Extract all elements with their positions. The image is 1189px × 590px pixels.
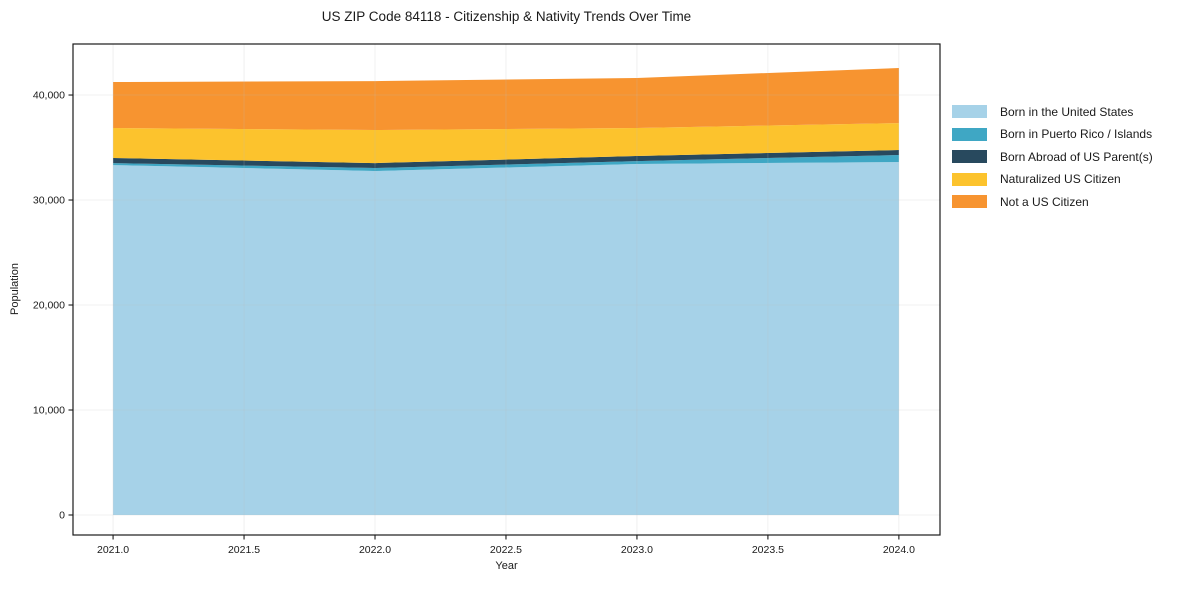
gridlines [73, 44, 940, 535]
legend: Born in the United States Born in Puerto … [952, 104, 1153, 209]
y-tick-label: 30,000 [33, 195, 65, 207]
x-tick-label: 2023.0 [621, 544, 653, 556]
x-tick-label: 2021.5 [228, 544, 260, 556]
legend-swatch-icon [952, 127, 987, 141]
legend-item-naturalized-us-citizen: Naturalized US Citizen [952, 172, 1153, 186]
y-tick-label: 20,000 [33, 300, 65, 312]
x-tick-label: 2021.0 [97, 544, 129, 556]
legend-label: Born in Puerto Rico / Islands [1000, 127, 1153, 141]
x-tick-label: 2022.5 [490, 544, 522, 556]
x-axis-label: Year [495, 560, 518, 572]
y-axis-label: Population [9, 263, 21, 315]
legend-item-born-in-puerto-rico-islands: Born in Puerto Rico / Islands [952, 127, 1153, 141]
x-tick-label: 2024.0 [883, 544, 915, 556]
tick-labels: 2021.0 2021.5 2022.0 2022.5 2023.0 2023.5 2024… [33, 90, 915, 556]
tick-marks [68, 94, 900, 540]
area-born-in-puerto-rico-islands [113, 155, 899, 171]
legend-label: Born Abroad of US Parent(s) [1000, 149, 1153, 164]
legend-item-not-a-us-citizen: Not a US Citizen [952, 194, 1153, 209]
area-born-abroad-of-us-parent-s [113, 150, 899, 168]
area-series-group [113, 68, 899, 515]
legend-label: Born in the United States [1000, 104, 1134, 119]
legend-item-born-in-the-united-states: Born in the United States [952, 104, 1153, 119]
legend-swatch-icon [952, 150, 987, 163]
legend-swatch-icon [952, 172, 987, 186]
legend-item-born-abroad-of-us-parent-s: Born Abroad of US Parent(s) [952, 149, 1153, 164]
area-born-in-the-united-states [113, 162, 899, 515]
y-tick-label: 0 [59, 509, 65, 521]
area-naturalized-us-citizen [113, 123, 899, 164]
x-tick-label: 2022.0 [359, 544, 391, 556]
y-tick-label: 10,000 [33, 405, 65, 417]
chart-title: US ZIP Code 84118 - Citizenship & Nativi… [321, 9, 692, 24]
area-not-a-us-citizen [113, 68, 899, 130]
y-tick-label: 40,000 [33, 90, 65, 102]
legend-label: Not a US Citizen [1000, 194, 1089, 209]
x-tick-label: 2023.5 [752, 544, 784, 556]
legend-swatch-icon [952, 105, 987, 118]
legend-swatch-icon [952, 195, 987, 208]
legend-label: Naturalized US Citizen [1000, 172, 1121, 186]
